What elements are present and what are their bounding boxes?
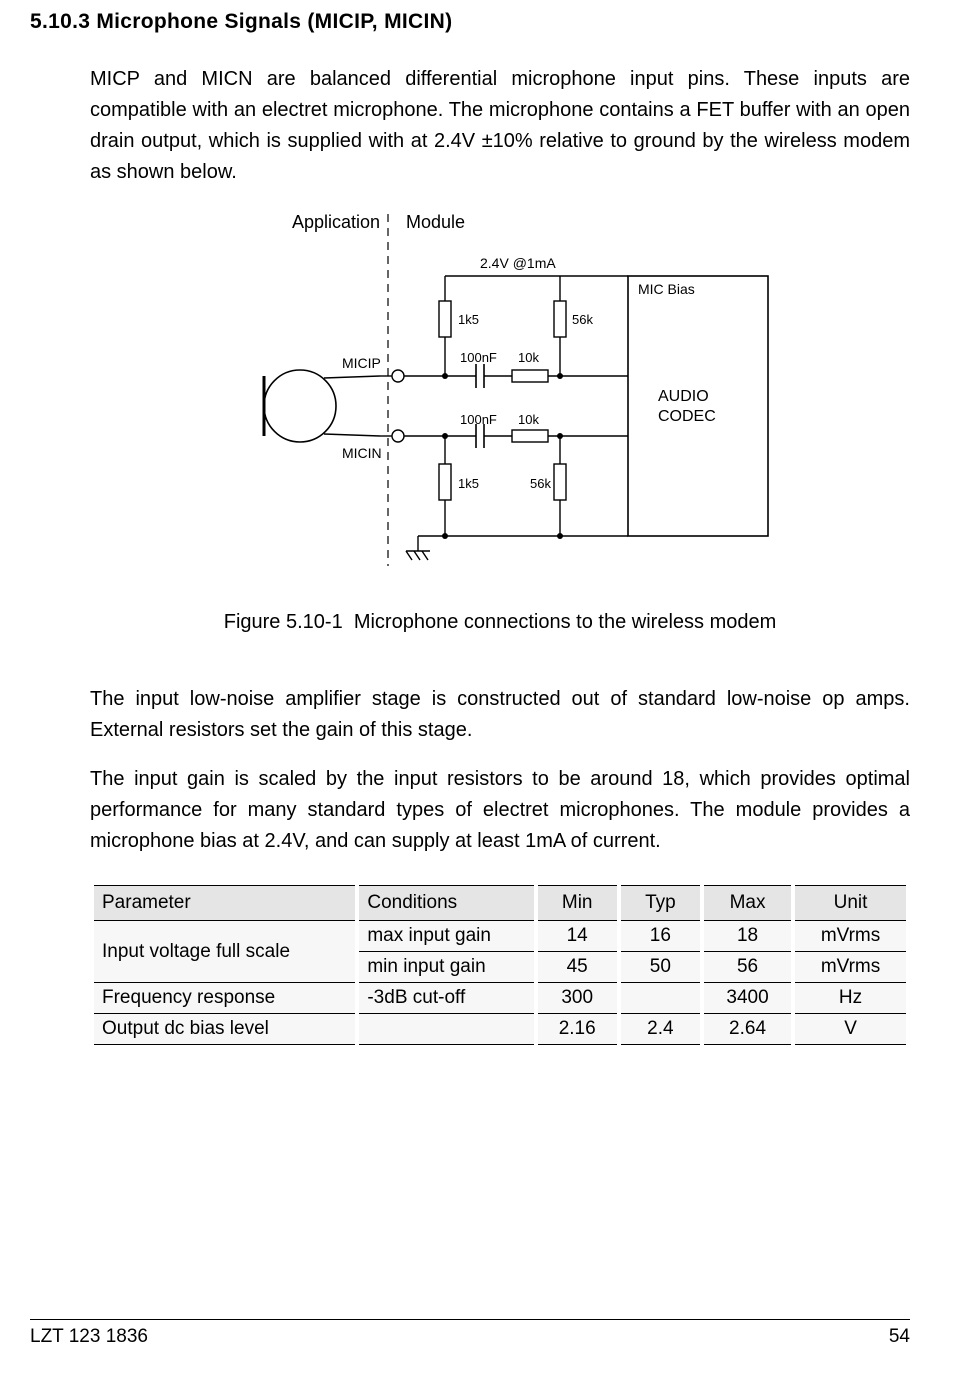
figure-caption: Figure 5.10-1 Microphone connections to … bbox=[90, 611, 910, 634]
cell-max: 56 bbox=[704, 952, 791, 983]
label-100nF-top: 100nF bbox=[460, 350, 497, 365]
cell-unit: Hz bbox=[795, 983, 906, 1014]
cell-unit: mVrms bbox=[795, 921, 906, 952]
label-module: Module bbox=[406, 212, 465, 232]
cell-typ: 16 bbox=[621, 921, 700, 952]
col-min: Min bbox=[538, 885, 617, 921]
section-title: Microphone Signals (MICIP, MICIN) bbox=[96, 10, 452, 33]
label-10k-bot: 10k bbox=[518, 412, 539, 427]
cell-conditions: min input gain bbox=[359, 952, 533, 983]
col-max: Max bbox=[704, 885, 791, 921]
cell-unit: V bbox=[795, 1014, 906, 1045]
col-typ: Typ bbox=[621, 885, 700, 921]
label-audio: AUDIO bbox=[658, 388, 709, 405]
cell-max: 2.64 bbox=[704, 1014, 791, 1045]
table-row: Frequency response -3dB cut-off 300 3400… bbox=[94, 983, 906, 1014]
section-number: 5.10.3 bbox=[30, 10, 90, 33]
cell-typ: 50 bbox=[621, 952, 700, 983]
table-header-row: Parameter Conditions Min Typ Max Unit bbox=[94, 885, 906, 921]
cell-parameter: Output dc bias level bbox=[94, 1014, 355, 1045]
label-mic-bias: MIC Bias bbox=[638, 281, 695, 297]
cell-conditions: -3dB cut-off bbox=[359, 983, 533, 1014]
label-56k-bot: 56k bbox=[530, 476, 551, 491]
table-row: Input voltage full scale max input gain … bbox=[94, 921, 906, 952]
label-1k5-bot: 1k5 bbox=[458, 476, 479, 491]
cell-parameter: Frequency response bbox=[94, 983, 355, 1014]
footer-doc-id: LZT 123 1836 bbox=[30, 1326, 148, 1348]
paragraph-2: The input low-noise amplifier stage is c… bbox=[90, 684, 910, 746]
cell-min: 14 bbox=[538, 921, 617, 952]
cell-max: 18 bbox=[704, 921, 791, 952]
label-10k-top: 10k bbox=[518, 350, 539, 365]
section-heading: 5.10.3 Microphone Signals (MICIP, MICIN) bbox=[30, 10, 910, 34]
label-bias-spec: 2.4V @1mA bbox=[480, 255, 556, 271]
paragraph-3: The input gain is scaled by the input re… bbox=[90, 764, 910, 857]
label-56k-top: 56k bbox=[572, 312, 593, 327]
footer-page-number: 54 bbox=[889, 1326, 910, 1348]
page-footer: LZT 123 1836 54 bbox=[30, 1319, 910, 1348]
body-content: MICP and MICN are balanced differential … bbox=[90, 64, 910, 1045]
parameters-table: Parameter Conditions Min Typ Max Unit In… bbox=[90, 885, 910, 1045]
table-body: Input voltage full scale max input gain … bbox=[94, 921, 906, 1045]
col-unit: Unit bbox=[795, 885, 906, 921]
label-codec: CODEC bbox=[658, 408, 716, 425]
figure-number: Figure 5.10-1 bbox=[224, 611, 343, 633]
cell-min: 45 bbox=[538, 952, 617, 983]
cell-conditions bbox=[359, 1014, 533, 1045]
figure-diagram: Application Module AUDIO CODEC 2.4V @1mA… bbox=[90, 206, 910, 591]
col-parameter: Parameter bbox=[94, 885, 355, 921]
figure-caption-text: Microphone connections to the wireless m… bbox=[354, 611, 776, 633]
cell-min: 300 bbox=[538, 983, 617, 1014]
cell-typ: 2.4 bbox=[621, 1014, 700, 1045]
page: 5.10.3 Microphone Signals (MICIP, MICIN)… bbox=[0, 0, 970, 1378]
table-row: Output dc bias level 2.16 2.4 2.64 V bbox=[94, 1014, 906, 1045]
schematic-svg: Application Module AUDIO CODEC 2.4V @1mA… bbox=[220, 206, 780, 586]
label-100nF-bot: 100nF bbox=[460, 412, 497, 427]
cell-min: 2.16 bbox=[538, 1014, 617, 1045]
label-application: Application bbox=[292, 212, 380, 232]
cell-parameter: Input voltage full scale bbox=[94, 921, 355, 983]
cell-max: 3400 bbox=[704, 983, 791, 1014]
paragraph-intro: MICP and MICN are balanced differential … bbox=[90, 64, 910, 188]
label-micip: MICIP bbox=[342, 355, 381, 371]
label-1k5-top: 1k5 bbox=[458, 312, 479, 327]
cell-conditions: max input gain bbox=[359, 921, 533, 952]
label-micin: MICIN bbox=[342, 445, 382, 461]
col-conditions: Conditions bbox=[359, 885, 533, 921]
cell-typ bbox=[621, 983, 700, 1014]
cell-unit: mVrms bbox=[795, 952, 906, 983]
